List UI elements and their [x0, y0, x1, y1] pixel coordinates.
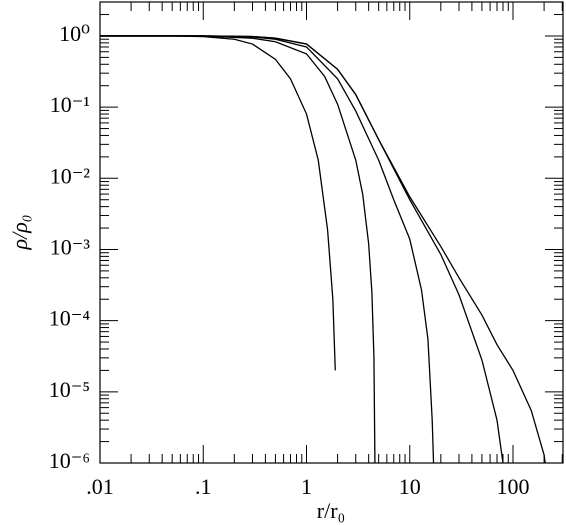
x-tick-label: 100 — [496, 474, 529, 499]
density-curve — [100, 35, 546, 464]
y-tick-label: 10⁻¹ — [50, 92, 90, 117]
density-curve — [100, 35, 336, 371]
x-tick-label: .1 — [195, 474, 212, 499]
y-axis-label: ρ/ρ₀ — [7, 215, 32, 251]
plot-frame — [99, 1, 564, 464]
y-tick-label: 10⁻⁴ — [49, 306, 91, 331]
x-tick-label: 1 — [301, 474, 312, 499]
x-axis-label: r/r₀ — [317, 498, 345, 523]
x-tick-label: 10 — [399, 474, 421, 499]
y-tick-label: 10⁻³ — [50, 235, 91, 260]
density-curve — [100, 35, 376, 464]
x-tick-label: .01 — [86, 474, 114, 499]
y-tick-label: 10⁻⁵ — [49, 377, 90, 402]
y-tick-label: 10⁻⁶ — [49, 448, 90, 473]
density-curve — [100, 35, 435, 464]
y-tick-label: 10⁰ — [59, 21, 90, 46]
y-tick-label: 10⁻² — [50, 163, 91, 188]
